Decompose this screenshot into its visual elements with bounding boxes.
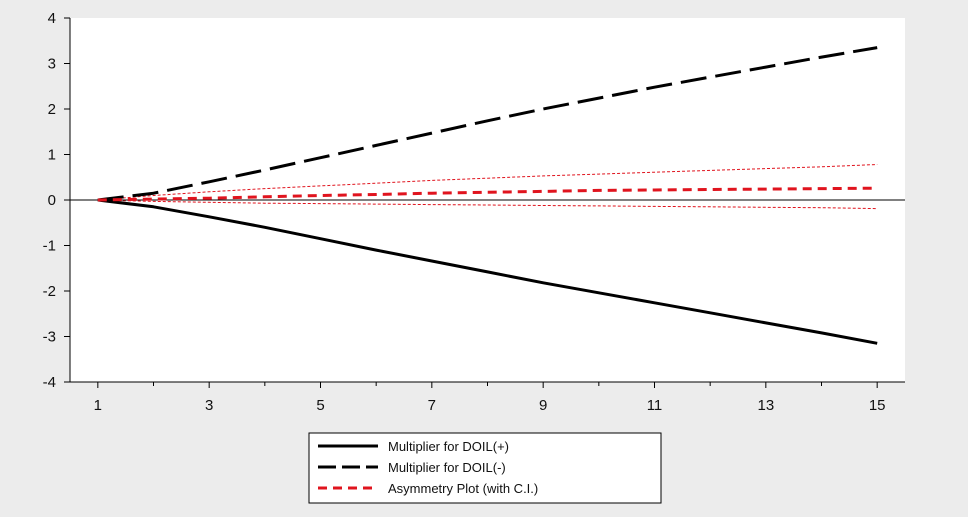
y-tick-label: -1: [43, 238, 56, 255]
y-tick-label: 3: [48, 56, 56, 73]
legend-label-1: Multiplier for DOIL(+): [388, 439, 509, 454]
x-tick-label: 7: [428, 397, 436, 414]
x-tick-label: 13: [757, 397, 774, 414]
x-tick-label: 3: [205, 397, 213, 414]
x-tick-label: 1: [94, 397, 102, 414]
legend-label-2: Multiplier for DOIL(-): [388, 460, 506, 475]
x-tick-label: 9: [539, 397, 547, 414]
series-line-3: [97, 186, 878, 202]
y-tick-label: -2: [43, 283, 56, 300]
legend-label-3: Asymmetry Plot (with C.I.): [388, 481, 538, 496]
y-tick-label: 1: [48, 147, 56, 164]
series-line-2: [97, 46, 878, 202]
series-line-1: [97, 198, 878, 345]
x-tick-label: 15: [869, 397, 886, 414]
x-tick-label: 5: [316, 397, 324, 414]
y-tick-label: -3: [43, 329, 56, 346]
y-tick-label: 4: [48, 10, 56, 27]
ci-upper-line: [97, 164, 878, 201]
confidence-band: [97, 164, 878, 210]
y-tick-label: 2: [48, 101, 56, 118]
y-tick-label: 0: [48, 192, 56, 209]
legend: Multiplier for DOIL(+) Multiplier for DOI…: [308, 432, 662, 504]
x-tick-label: 11: [647, 397, 663, 414]
series-lines: [97, 46, 878, 345]
y-tick-label: -4: [43, 374, 56, 391]
